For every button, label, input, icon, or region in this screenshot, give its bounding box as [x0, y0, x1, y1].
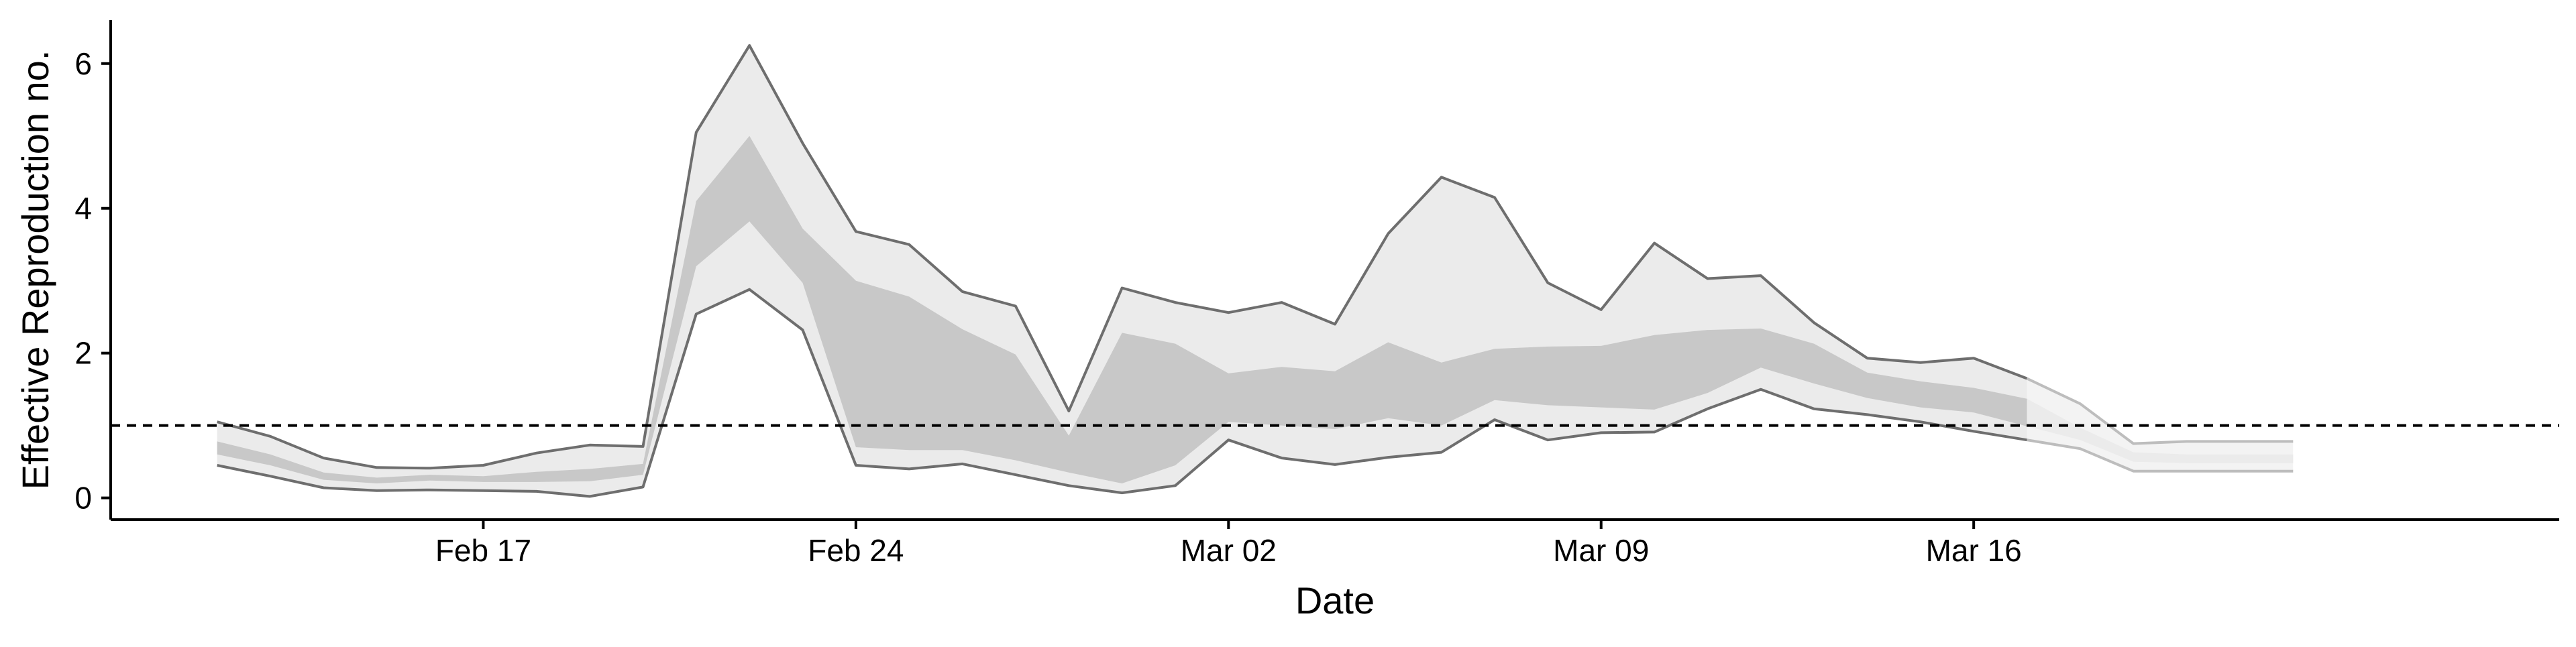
- x-tick-label: Feb 17: [435, 533, 531, 568]
- y-tick-label: 2: [74, 336, 92, 371]
- lower-bound-line-tail: [2027, 438, 2294, 473]
- y-axis-title: Effective Reproduction no.: [14, 50, 56, 490]
- x-ticks: Feb 17 Feb 24 Mar 02 Mar 09 Mar 16: [435, 520, 2022, 568]
- inner-interval-band: [217, 135, 2027, 484]
- x-tick-label: Mar 16: [1926, 533, 2022, 568]
- inner-interval-band-tail: [2027, 398, 2294, 463]
- y-tick-label: 0: [74, 481, 92, 516]
- x-tick-label: Feb 24: [808, 533, 904, 568]
- outer-interval-band-tail: [2027, 378, 2294, 471]
- upper-bound-line: [217, 44, 2028, 470]
- x-tick-label: Mar 09: [1553, 533, 1649, 568]
- bands-layer: [217, 45, 2294, 497]
- y-tick-label: 4: [74, 191, 92, 226]
- y-tick-label: 6: [74, 46, 92, 81]
- y-ticks: 0 2 4 6: [74, 46, 111, 516]
- upper-bound-line-tail: [2026, 377, 2294, 445]
- x-tick-label: Mar 02: [1181, 533, 1277, 568]
- lower-bound-line: [217, 288, 2027, 498]
- bound-lines-layer: [217, 44, 2294, 498]
- axes-layer: [109, 20, 2559, 521]
- x-axis-title: Date: [1295, 579, 1375, 622]
